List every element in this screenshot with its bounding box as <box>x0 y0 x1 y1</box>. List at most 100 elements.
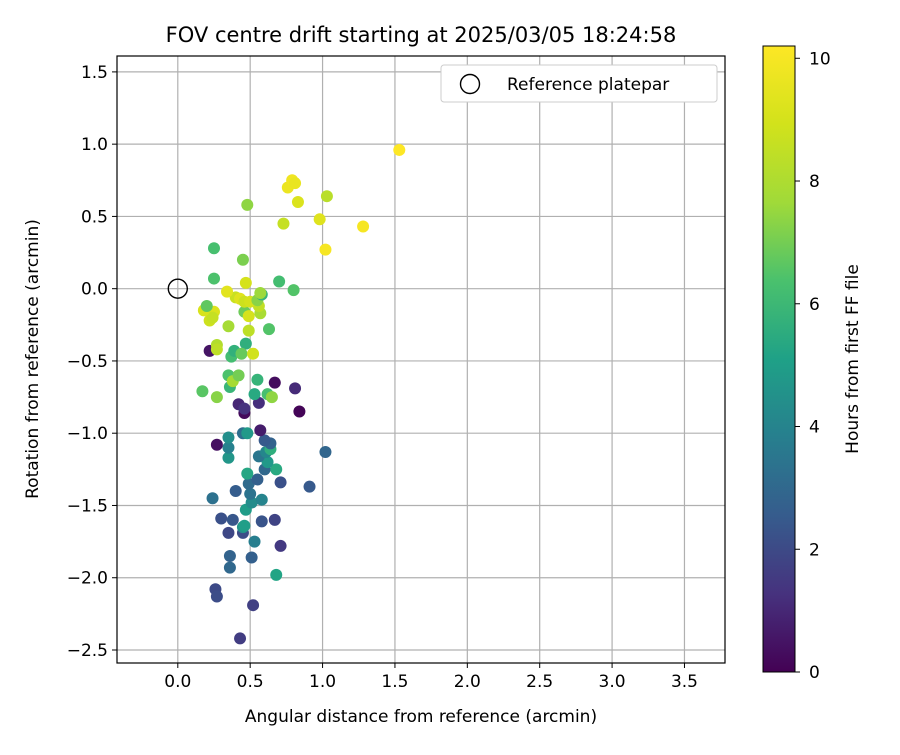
data-point-7 <box>270 568 283 581</box>
data-point-0 <box>234 632 247 645</box>
reference-marker-layer <box>167 278 189 299</box>
legend-label: Reference platepar <box>507 75 669 95</box>
x-axis-label: Angular distance from reference (arcmin) <box>245 707 597 727</box>
data-point-15 <box>238 519 251 532</box>
colorbar-tick-label: 0 <box>809 663 820 683</box>
data-point-95 <box>236 253 249 266</box>
data-point-50 <box>289 382 302 395</box>
data-point-71 <box>222 320 235 333</box>
data-point-69 <box>247 347 260 360</box>
data-point-59 <box>251 373 264 386</box>
x-tick-label: 3.0 <box>599 672 626 692</box>
data-point-61 <box>232 369 245 382</box>
colorbar-tick-label: 4 <box>809 418 820 438</box>
data-point-57 <box>210 391 223 404</box>
data-point-96 <box>241 198 254 211</box>
data-point-56 <box>196 385 209 398</box>
data-point-87 <box>221 285 234 298</box>
colorbar-tick-label: 10 <box>809 49 831 69</box>
data-point-97 <box>277 217 290 230</box>
data-point-75 <box>206 311 219 324</box>
reference-platepar-marker <box>167 278 189 299</box>
data-point-27 <box>274 476 287 489</box>
data-point-104 <box>289 177 302 190</box>
data-point-65 <box>239 337 252 350</box>
data-point-66 <box>235 347 248 360</box>
colorbar: 0 2 4 6 8 10 Hours from first FF file <box>762 45 863 683</box>
grid-lines <box>117 56 725 663</box>
colorbar-label: Hours from first FF file <box>843 264 863 454</box>
data-point-23 <box>229 485 242 498</box>
y-tick-label: −1.5 <box>67 496 108 516</box>
data-point-52 <box>248 388 261 401</box>
data-points <box>196 143 406 645</box>
plot-frame <box>116 55 726 664</box>
colorbar-tick-label: 2 <box>809 540 820 560</box>
y-tick-label: −2.0 <box>67 569 108 589</box>
data-point-26 <box>241 467 254 480</box>
data-point-18 <box>206 492 219 505</box>
y-axis-ticks: −2.5 −2.0 −1.5 −1.0 −0.5 0.0 0.5 1.0 1.5 <box>67 63 117 661</box>
data-point-68 <box>210 343 223 356</box>
x-tick-label: 3.5 <box>671 672 698 692</box>
data-point-4 <box>223 561 236 574</box>
data-point-39 <box>222 441 235 454</box>
x-tick-label: 1.5 <box>381 672 408 692</box>
data-point-40 <box>222 431 235 444</box>
data-point-37 <box>258 434 271 447</box>
x-tick-label: 1.0 <box>309 672 336 692</box>
data-point-55 <box>265 391 278 404</box>
y-tick-label: −1.0 <box>67 424 108 444</box>
data-point-44 <box>254 424 267 437</box>
data-point-10 <box>222 526 235 539</box>
data-point-1 <box>247 599 260 612</box>
data-point-94 <box>207 242 220 255</box>
data-point-98 <box>313 213 326 226</box>
y-tick-label: −2.5 <box>67 641 108 661</box>
y-tick-label: 0.0 <box>81 280 108 300</box>
colorbar-ticks: 0 2 4 6 8 10 <box>795 49 831 683</box>
legend: Reference platepar <box>440 64 718 103</box>
data-point-101 <box>291 195 304 208</box>
data-point-31 <box>270 463 283 476</box>
chart-title: FOV centre drift starting at 2025/03/05 … <box>166 23 677 47</box>
data-point-99 <box>319 243 332 256</box>
data-point-93 <box>287 284 300 297</box>
colorbar-tick-label: 8 <box>809 172 820 192</box>
data-point-49 <box>293 405 306 418</box>
y-tick-label: 0.5 <box>81 207 108 227</box>
legend-reference-marker <box>459 73 481 95</box>
data-point-12 <box>215 512 228 525</box>
x-tick-label: 0.5 <box>237 672 264 692</box>
data-point-25 <box>251 473 264 486</box>
x-tick-label: 2.5 <box>526 672 553 692</box>
data-point-106 <box>393 143 406 156</box>
data-point-100 <box>320 190 333 203</box>
data-point-11 <box>248 535 261 548</box>
data-point-89 <box>254 287 267 300</box>
data-point-38 <box>222 451 235 464</box>
data-point-8 <box>274 539 287 552</box>
data-point-90 <box>207 272 220 285</box>
data-point-72 <box>242 324 255 337</box>
data-point-21 <box>244 487 257 500</box>
y-tick-label: −0.5 <box>67 352 108 372</box>
data-point-92 <box>273 275 286 288</box>
data-point-6 <box>245 551 258 564</box>
data-point-3 <box>210 590 223 603</box>
data-point-28 <box>303 480 316 493</box>
data-point-105 <box>357 220 370 233</box>
data-point-5 <box>223 550 236 563</box>
data-point-77 <box>200 300 213 313</box>
y-axis-label: Rotation from reference (arcmin) <box>23 219 43 499</box>
data-point-17 <box>268 513 281 526</box>
legend-box <box>440 64 718 103</box>
data-point-29 <box>319 445 332 458</box>
data-point-79 <box>242 310 255 323</box>
y-tick-label: 1.5 <box>81 63 108 83</box>
data-point-43 <box>241 427 254 440</box>
x-tick-label: 0.0 <box>164 672 191 692</box>
data-point-22 <box>255 493 268 506</box>
